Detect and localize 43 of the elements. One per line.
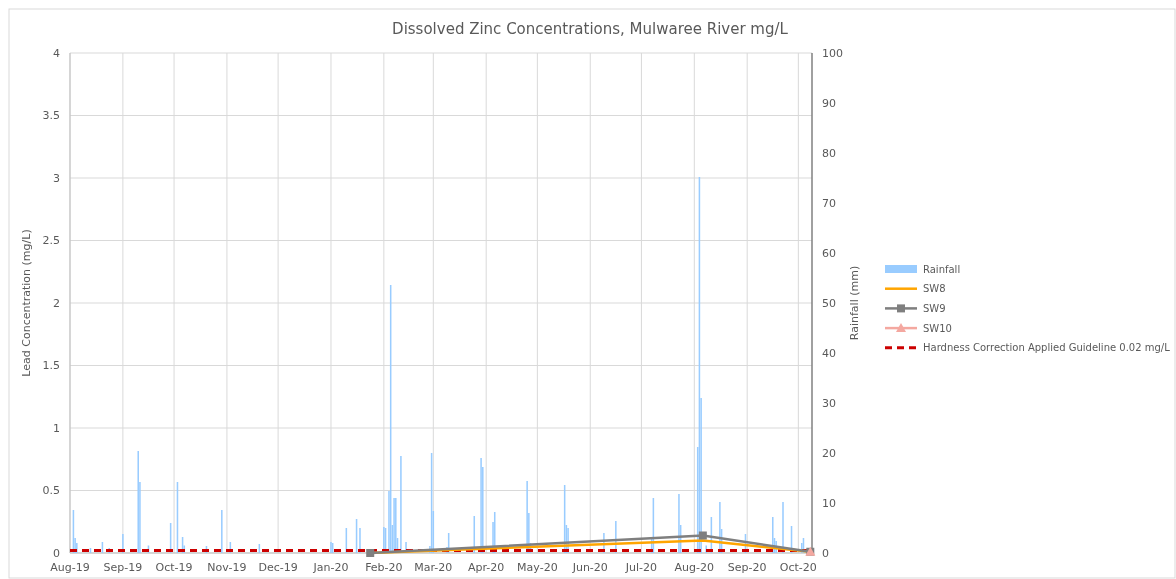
x-tick-label: Aug-20 xyxy=(674,561,715,574)
y2-tick-label: 70 xyxy=(822,196,836,210)
y-tick-label: 1 xyxy=(53,421,60,435)
y2-tick-label: 50 xyxy=(822,296,836,310)
legend-label: Hardness Correction Applied Guideline 0.02 mg/L xyxy=(923,342,1171,354)
chart-title: Dissolved Zinc Concentrations, Mulwaree River mg/L xyxy=(392,20,789,38)
y-tick-label: 4 xyxy=(53,46,60,60)
x-tick-label: May-20 xyxy=(517,561,558,574)
x-tick-label: Dec-19 xyxy=(258,561,298,574)
x-tick-label: Nov-19 xyxy=(207,561,247,574)
legend-label: SW8 xyxy=(923,283,946,295)
y-axis-title: Lead Concentration (mg/L) xyxy=(20,229,33,377)
y2-tick-label: 10 xyxy=(822,496,836,510)
x-tick-label: Feb-20 xyxy=(365,561,403,574)
x-tick-label: Jan-20 xyxy=(312,561,349,574)
legend-label: SW10 xyxy=(923,322,952,334)
legend-label: Rainfall xyxy=(923,263,961,275)
x-tick-label: Oct-19 xyxy=(155,561,193,574)
x-tick-label: Sep-20 xyxy=(727,561,767,574)
x-tick-label: Aug-19 xyxy=(50,561,90,574)
y2-tick-label: 0 xyxy=(822,546,829,560)
legend-label: SW9 xyxy=(923,302,946,314)
y2-tick-label: 90 xyxy=(822,96,836,110)
x-tick-label: Jul-20 xyxy=(624,561,658,574)
x-tick-label: Apr-20 xyxy=(468,561,505,574)
y-tick-label: 2.5 xyxy=(42,234,60,248)
y-tick-label: 0.5 xyxy=(42,484,60,498)
y2-tick-label: 80 xyxy=(822,146,836,160)
y2-tick-label: 40 xyxy=(822,346,836,360)
x-tick-label: Sep-19 xyxy=(103,561,143,574)
y-tick-label: 3.5 xyxy=(42,109,60,123)
y-tick-label: 0 xyxy=(53,546,60,560)
x-tick-label: Jun-20 xyxy=(571,561,608,574)
x-tick-label: Mar-20 xyxy=(414,561,453,574)
y2-tick-label: 30 xyxy=(822,396,836,410)
y2-tick-label: 100 xyxy=(822,46,843,60)
y-tick-label: 2 xyxy=(53,296,60,310)
y2-tick-label: 20 xyxy=(822,446,836,460)
x-tick-label: Oct-20 xyxy=(779,561,817,574)
y2-axis-title: Rainfall (mm) xyxy=(848,265,861,341)
y2-tick-label: 60 xyxy=(822,246,836,260)
y-tick-label: 1.5 xyxy=(42,359,60,373)
y-tick-label: 3 xyxy=(53,171,60,185)
